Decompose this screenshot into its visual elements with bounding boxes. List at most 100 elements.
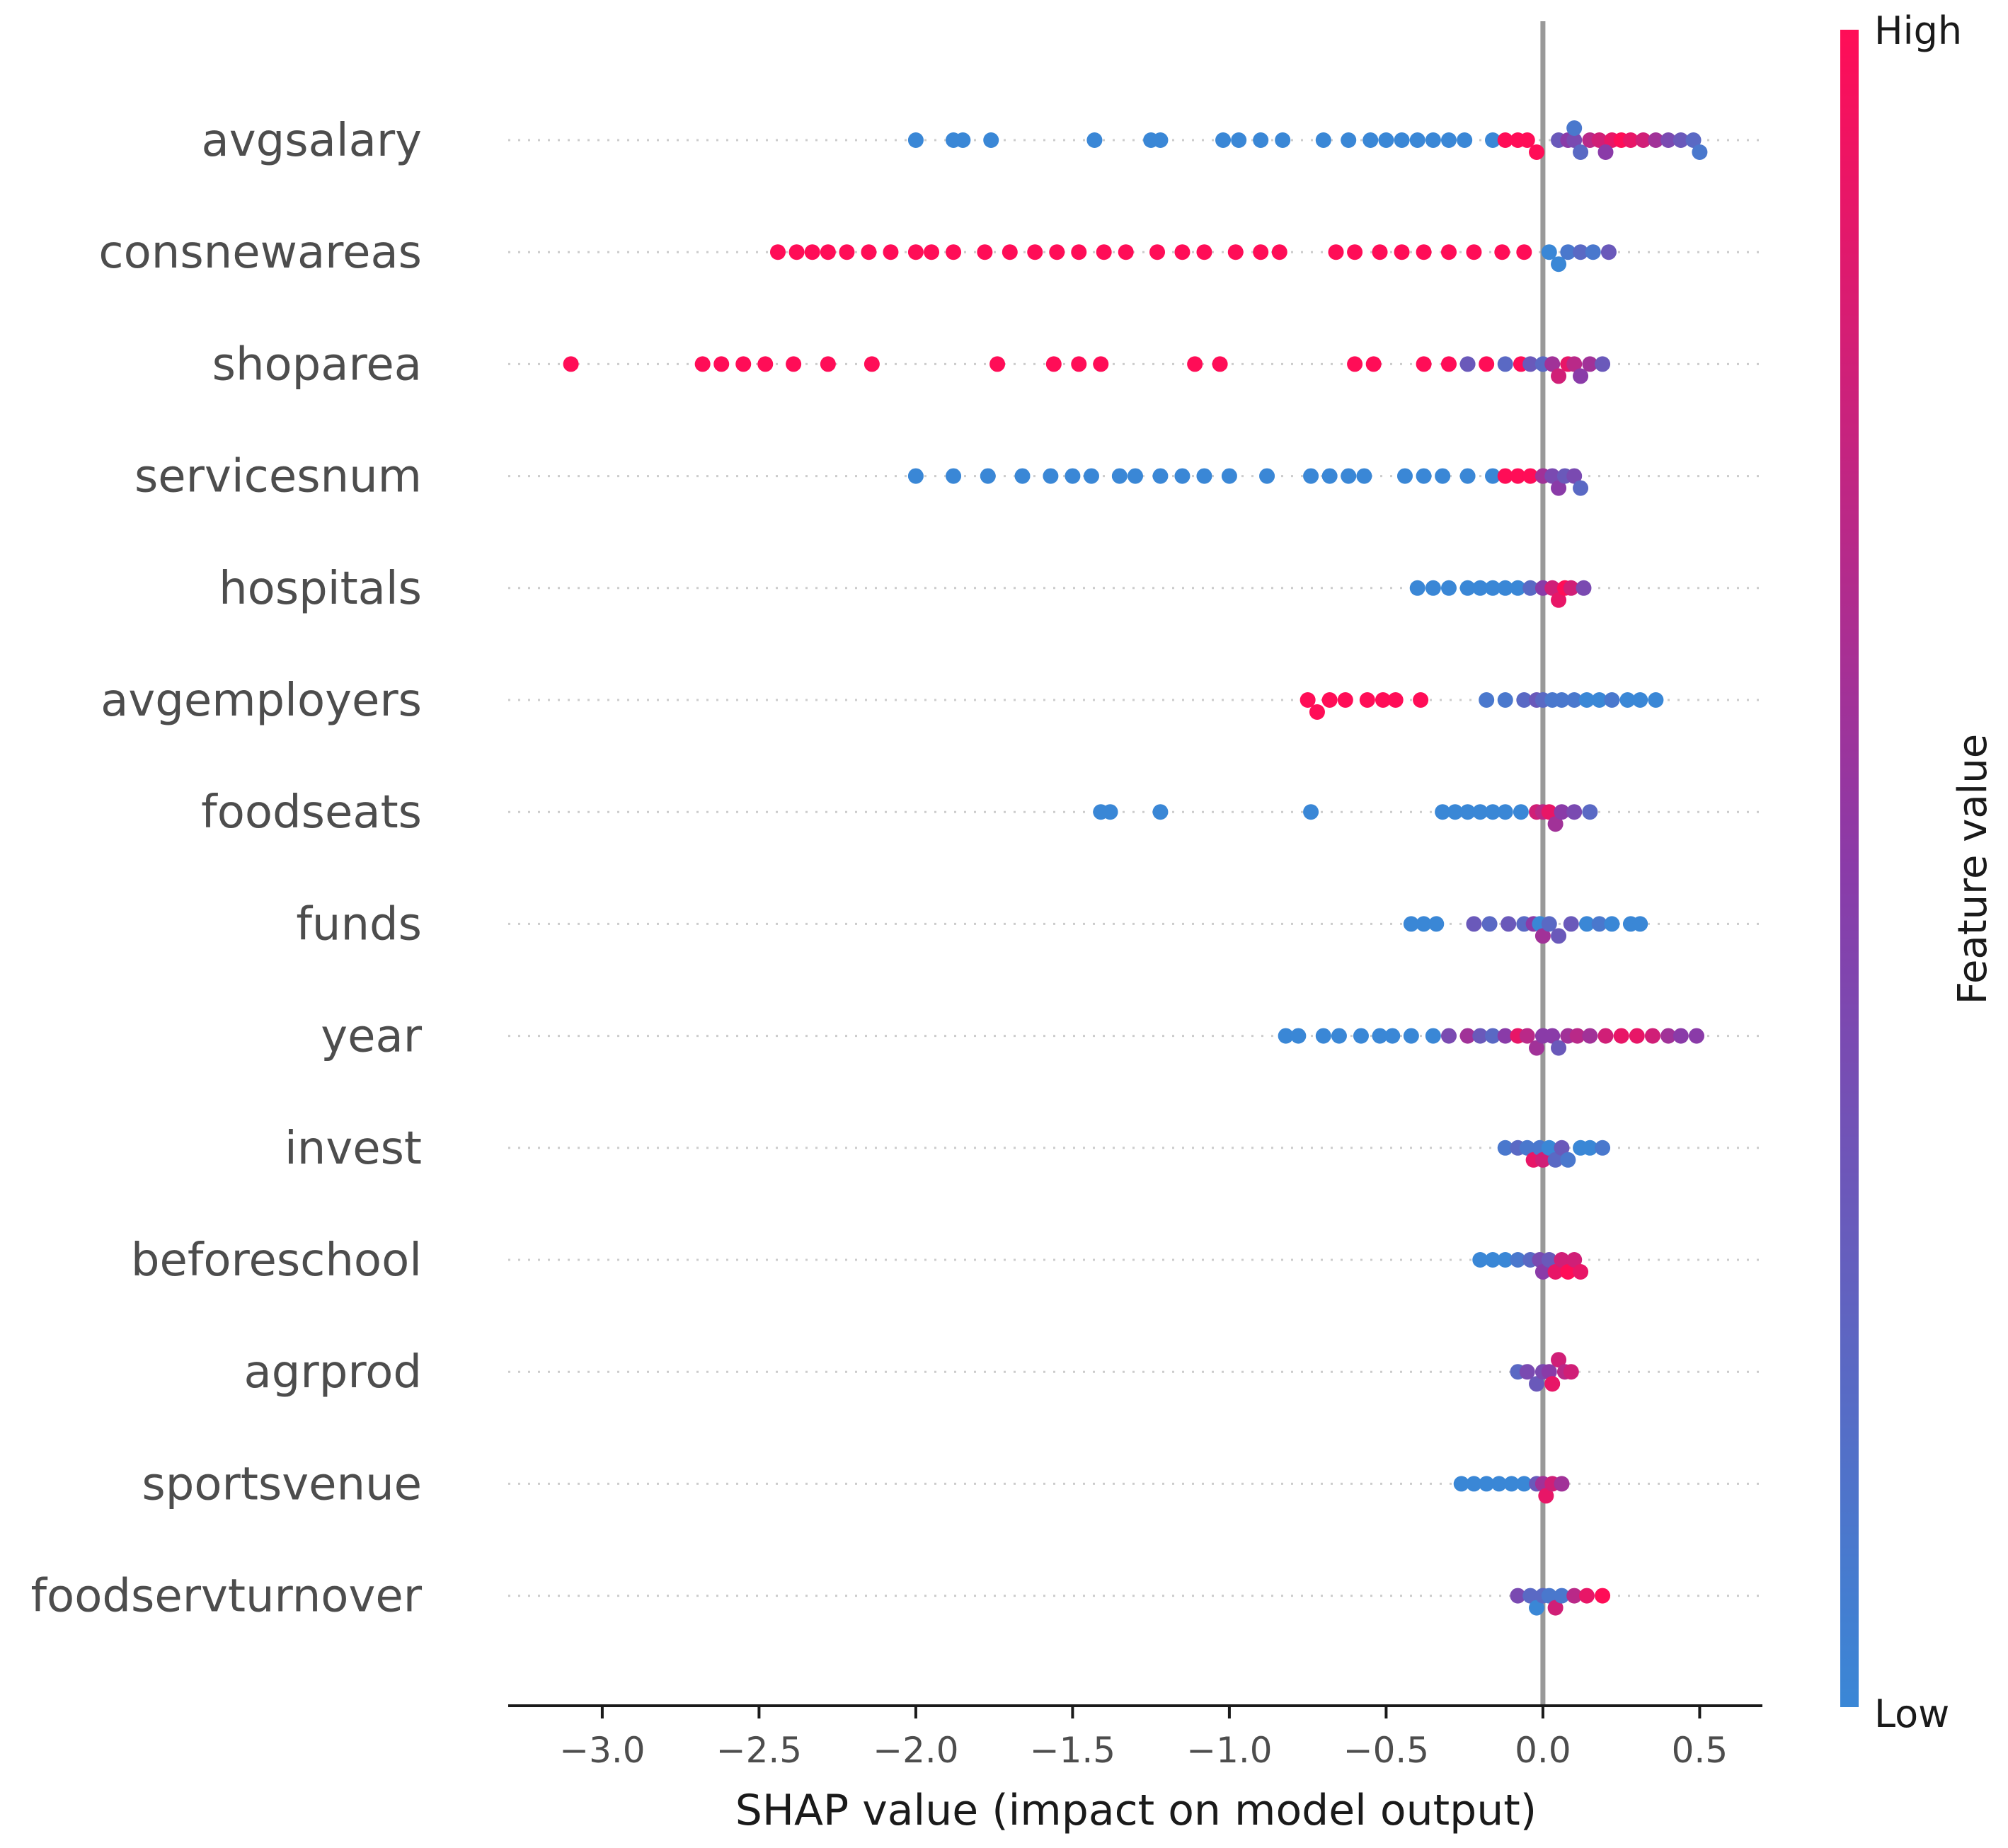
point-invest (1595, 1140, 1611, 1156)
point-hospitals (1459, 580, 1476, 596)
point-avgsalary (1519, 132, 1535, 148)
point-avgsalary (1685, 132, 1702, 148)
point-agrprod (1529, 1376, 1545, 1392)
point-consnewareas (1196, 244, 1212, 260)
point-servicesnum (980, 468, 996, 484)
point-shoparea (1551, 368, 1567, 384)
point-year (1613, 1028, 1629, 1044)
point-avgsalary (1566, 132, 1583, 148)
point-foodservturnover (1547, 1600, 1564, 1616)
point-avgsalary (1341, 132, 1357, 148)
x-tick-label: −1.5 (1030, 1730, 1115, 1771)
x-axis-title: SHAP value (impact on model output) (735, 1786, 1537, 1835)
x-tick-label: 0.5 (1672, 1730, 1728, 1771)
point-shoparea (1347, 356, 1363, 372)
point-servicesnum (1497, 468, 1513, 484)
point-servicesnum (1566, 468, 1583, 484)
feature-label-funds: funds (296, 898, 422, 951)
point-year (1597, 1028, 1614, 1044)
point-servicesnum (1510, 468, 1526, 484)
point-servicesnum (1459, 468, 1476, 484)
point-servicesnum (1356, 468, 1372, 484)
feature-label-consnewareas: consnewareas (98, 226, 422, 279)
point-consnewareas (1551, 256, 1567, 272)
point-consnewareas (1174, 244, 1191, 260)
point-avgsalary (1253, 132, 1269, 148)
point-foodservturnover (1510, 1588, 1526, 1604)
point-consnewareas (1118, 244, 1134, 260)
point-foodservturnover (1554, 1588, 1570, 1604)
point-sportsvenue (1554, 1476, 1570, 1492)
point-foodseats (1459, 804, 1476, 820)
colorbar-title: Feature value (1950, 734, 1996, 1004)
point-servicesnum (1485, 468, 1501, 484)
point-consnewareas (1071, 244, 1087, 260)
point-invest (1497, 1140, 1513, 1156)
point-foodseats (1582, 804, 1598, 820)
point-shoparea (820, 356, 836, 372)
point-consnewareas (1466, 244, 1482, 260)
point-avgsalary (1648, 132, 1664, 148)
point-shoparea (786, 356, 802, 372)
feature-label-agrprod: agrprod (244, 1346, 422, 1399)
point-beforeschool (1510, 1252, 1526, 1268)
point-year (1331, 1028, 1347, 1044)
point-sportsvenue (1479, 1476, 1495, 1492)
point-hospitals (1425, 580, 1441, 596)
point-funds (1428, 916, 1445, 932)
point-foodservturnover (1522, 1588, 1539, 1604)
point-shoparea (864, 356, 880, 372)
point-avgsalary (1315, 132, 1331, 148)
point-avgsalary (1275, 132, 1291, 148)
feature-label-shoparea: shoparea (212, 338, 422, 391)
point-consnewareas (946, 244, 962, 260)
point-beforeschool (1566, 1252, 1583, 1268)
point-hospitals (1576, 580, 1592, 596)
point-avgemployers (1387, 692, 1404, 708)
point-agrprod (1519, 1364, 1535, 1380)
point-avgsalary (1409, 132, 1425, 148)
point-shoparea (1093, 356, 1109, 372)
colorbar-high-label: High (1874, 8, 1962, 53)
point-servicesnum (1416, 468, 1432, 484)
point-avgsalary (1457, 132, 1473, 148)
x-tick-label: −3.0 (559, 1730, 645, 1771)
point-year (1551, 1040, 1567, 1056)
point-avgemployers (1359, 692, 1375, 708)
point-avgemployers (1554, 692, 1570, 708)
point-servicesnum (1341, 468, 1357, 484)
x-tick-label: 0.0 (1515, 1730, 1571, 1771)
point-consnewareas (1600, 244, 1617, 260)
point-avgsalary (1497, 132, 1513, 148)
feature-label-hospitals: hospitals (219, 563, 422, 615)
point-funds (1466, 916, 1482, 932)
point-servicesnum (1128, 468, 1143, 484)
point-beforeschool (1541, 1252, 1557, 1268)
point-consnewareas (1541, 244, 1557, 260)
point-agrprod (1551, 1352, 1567, 1368)
point-consnewareas (1002, 244, 1018, 260)
point-hospitals (1441, 580, 1457, 596)
x-tick-label: −2.5 (716, 1730, 802, 1771)
point-foodservturnover (1595, 1588, 1611, 1604)
point-consnewareas (1585, 244, 1601, 260)
point-servicesnum (1573, 480, 1589, 496)
point-avgsalary (1485, 132, 1501, 148)
point-consnewareas (788, 244, 805, 260)
point-funds (1551, 928, 1567, 944)
feature-label-foodservturnover: foodservturnover (31, 1571, 423, 1623)
point-shoparea (735, 356, 752, 372)
point-year (1688, 1028, 1704, 1044)
point-agrprod (1544, 1376, 1561, 1392)
point-year (1660, 1028, 1677, 1044)
point-avgsalary (1378, 132, 1394, 148)
point-shoparea (1497, 356, 1513, 372)
point-servicesnum (907, 468, 924, 484)
point-year (1673, 1028, 1689, 1044)
point-hospitals (1485, 580, 1501, 596)
point-foodseats (1472, 804, 1488, 820)
point-hospitals (1510, 580, 1526, 596)
point-consnewareas (1328, 244, 1344, 260)
point-avgsalary (1231, 132, 1247, 148)
